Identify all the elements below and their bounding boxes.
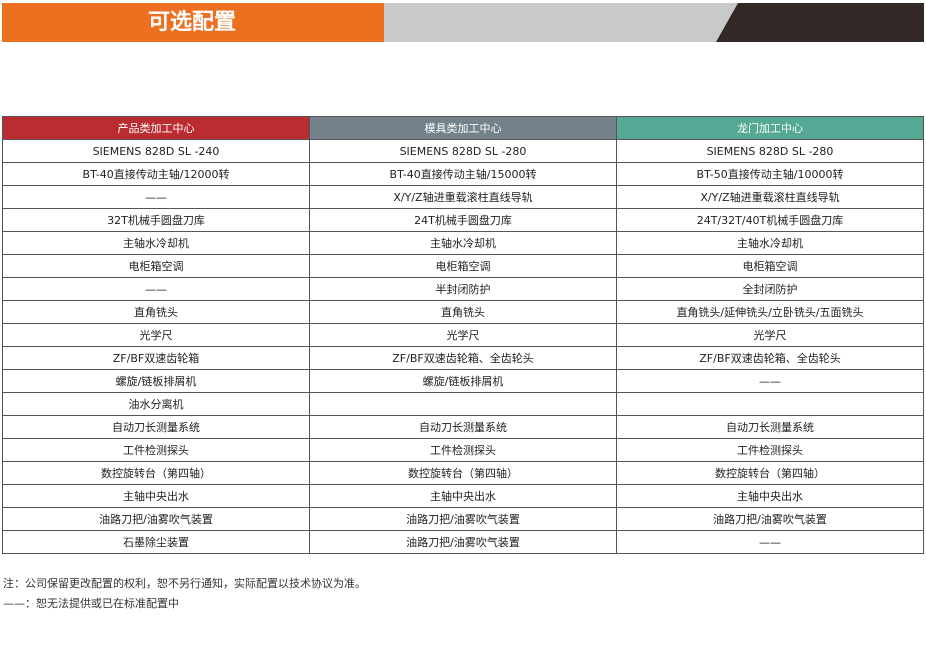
table-cell (616, 392, 924, 416)
section-banner: 可选配置 (2, 3, 924, 42)
table-cell: SIEMENS 828D SL -280 (309, 139, 617, 163)
table-row: SIEMENS 828D SL -240 SIEMENS 828D SL -280… (2, 139, 924, 163)
table-cell (309, 392, 617, 416)
table-cell: 自动刀长测量系统 (2, 415, 310, 439)
table-header-row: 产品类加工中心 模具类加工中心 龙门加工中心 (2, 116, 924, 140)
table-row: 光学尺 光学尺 光学尺 (2, 323, 924, 347)
table-cell: 数控旋转台（第四轴） (309, 461, 617, 485)
table-cell: 主轴中央出水 (616, 484, 924, 508)
optional-config-table: 产品类加工中心 模具类加工中心 龙门加工中心 SIEMENS 828D SL -… (2, 116, 924, 554)
banner-dark-stripe (716, 3, 924, 42)
table-cell: X/Y/Z轴进重载滚柱直线导轨 (616, 185, 924, 209)
table-cell: BT-50直接传动主轴/10000转 (616, 162, 924, 186)
table-cell: 直角铣头 (309, 300, 617, 324)
table-cell: 油路刀把/油雾吹气装置 (309, 507, 617, 531)
table-cell: 电柜箱空调 (616, 254, 924, 278)
table-cell: ZF/BF双速齿轮箱 (2, 346, 310, 370)
table-row: 数控旋转台（第四轴） 数控旋转台（第四轴） 数控旋转台（第四轴） (2, 461, 924, 485)
table-cell: 自动刀长测量系统 (616, 415, 924, 439)
table-row: 主轴水冷却机 主轴水冷却机 主轴水冷却机 (2, 231, 924, 255)
table-cell: —— (2, 277, 310, 301)
table-row: 螺旋/链板排屑机 螺旋/链板排屑机 —— (2, 369, 924, 393)
table-cell: 32T机械手圆盘刀库 (2, 208, 310, 232)
table-cell: 主轴中央出水 (309, 484, 617, 508)
table-row: 油水分离机 (2, 392, 924, 416)
table-cell: BT-40直接传动主轴/12000转 (2, 162, 310, 186)
table-cell: 油水分离机 (2, 392, 310, 416)
table-row: 电柜箱空调 电柜箱空调 电柜箱空调 (2, 254, 924, 278)
table-cell: 自动刀长测量系统 (309, 415, 617, 439)
table-cell: 工件检测探头 (2, 438, 310, 462)
table-cell: —— (616, 369, 924, 393)
table-cell: 石墨除尘装置 (2, 530, 310, 554)
table-cell: 主轴水冷却机 (616, 231, 924, 255)
table-cell: 油路刀把/油雾吹气装置 (2, 507, 310, 531)
table-cell: SIEMENS 828D SL -240 (2, 139, 310, 163)
table-cell: 主轴中央出水 (2, 484, 310, 508)
table-cell: 工件检测探头 (616, 438, 924, 462)
table-cell: 主轴水冷却机 (2, 231, 310, 255)
table-cell: 光学尺 (309, 323, 617, 347)
table-cell: X/Y/Z轴进重载滚柱直线导轨 (309, 185, 617, 209)
table-cell: —— (2, 185, 310, 209)
table-row: 石墨除尘装置 油路刀把/油雾吹气装置 —— (2, 530, 924, 554)
table-cell: —— (616, 530, 924, 554)
table-cell: 24T机械手圆盘刀库 (309, 208, 617, 232)
table-row: —— X/Y/Z轴进重载滚柱直线导轨 X/Y/Z轴进重载滚柱直线导轨 (2, 185, 924, 209)
table-row: ZF/BF双速齿轮箱 ZF/BF双速齿轮箱、全齿轮头 ZF/BF双速齿轮箱、全齿轮头 (2, 346, 924, 370)
table-cell: 工件检测探头 (309, 438, 617, 462)
table-cell: ZF/BF双速齿轮箱、全齿轮头 (616, 346, 924, 370)
table-row: —— 半封闭防护 全封闭防护 (2, 277, 924, 301)
table-cell: SIEMENS 828D SL -280 (616, 139, 924, 163)
table-cell: 全封闭防护 (616, 277, 924, 301)
table-row: BT-40直接传动主轴/12000转 BT-40直接传动主轴/15000转 BT-5… (2, 162, 924, 186)
table-cell: BT-40直接传动主轴/15000转 (309, 162, 617, 186)
table-row: 工件检测探头 工件检测探头 工件检测探头 (2, 438, 924, 462)
table-cell: 光学尺 (2, 323, 310, 347)
table-cell: 数控旋转台（第四轴） (616, 461, 924, 485)
note-line: ——：恕无法提供或已在标准配置中 (3, 597, 179, 610)
table-row: 主轴中央出水 主轴中央出水 主轴中央出水 (2, 484, 924, 508)
table-cell: 直角铣头 (2, 300, 310, 324)
table-cell: 光学尺 (616, 323, 924, 347)
banner-title-block: 可选配置 (2, 3, 384, 42)
table-cell: 电柜箱空调 (2, 254, 310, 278)
table-cell: 数控旋转台（第四轴） (2, 461, 310, 485)
note-line: 注：公司保留更改配置的权利，恕不另行通知，实际配置以技术协议为准。 (3, 577, 366, 590)
column-header: 产品类加工中心 (2, 116, 310, 140)
footnotes: 注：公司保留更改配置的权利，恕不另行通知，实际配置以技术协议为准。 ——：恕无法… (3, 574, 366, 614)
column-header: 模具类加工中心 (309, 116, 617, 140)
table-row: 自动刀长测量系统 自动刀长测量系统 自动刀长测量系统 (2, 415, 924, 439)
section-title: 可选配置 (148, 10, 237, 35)
table-cell: 螺旋/链板排屑机 (309, 369, 617, 393)
table-cell: 直角铣头/延伸铣头/立卧铣头/五面铣头 (616, 300, 924, 324)
table-row: 油路刀把/油雾吹气装置 油路刀把/油雾吹气装置 油路刀把/油雾吹气装置 (2, 507, 924, 531)
column-header: 龙门加工中心 (616, 116, 924, 140)
table-cell: 油路刀把/油雾吹气装置 (616, 507, 924, 531)
table-cell: 半封闭防护 (309, 277, 617, 301)
table-row: 直角铣头 直角铣头 直角铣头/延伸铣头/立卧铣头/五面铣头 (2, 300, 924, 324)
table-row: 32T机械手圆盘刀库 24T机械手圆盘刀库 24T/32T/40T机械手圆盘刀库 (2, 208, 924, 232)
table-cell: 电柜箱空调 (309, 254, 617, 278)
table-cell: ZF/BF双速齿轮箱、全齿轮头 (309, 346, 617, 370)
table-cell: 油路刀把/油雾吹气装置 (309, 530, 617, 554)
table-cell: 主轴水冷却机 (309, 231, 617, 255)
table-cell: 24T/32T/40T机械手圆盘刀库 (616, 208, 924, 232)
table-cell: 螺旋/链板排屑机 (2, 369, 310, 393)
